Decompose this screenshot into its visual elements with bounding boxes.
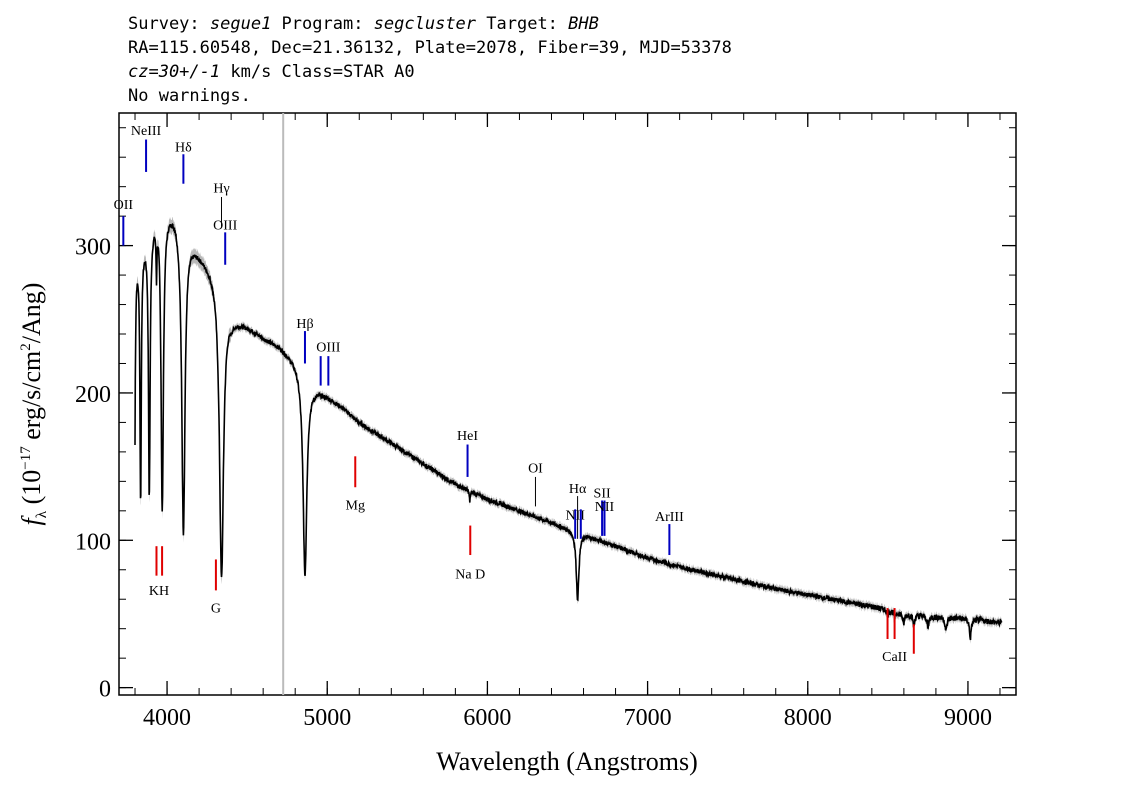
y-label-f: f — [17, 514, 46, 525]
flux-error-band — [135, 216, 1002, 644]
y-label-open: (10 — [17, 470, 46, 511]
y-label-lambda: λ — [34, 510, 50, 518]
flux-series — [134, 216, 1003, 644]
target-value: BHB — [568, 14, 599, 34]
target-label: Target: — [476, 14, 569, 34]
x-tick-label: 8000 — [784, 705, 832, 731]
emission-line-label: NeIII — [131, 124, 162, 139]
x-axis-label: Wavelength (Angstroms) — [436, 747, 697, 776]
emission-line-label: OIII — [213, 218, 237, 233]
emission-line-label: NII — [595, 500, 615, 515]
emission-line-label: ArIII — [655, 510, 684, 525]
header-line-coordinates: RA=115.60548, Dec=21.36132, Plate=2078, … — [128, 38, 732, 58]
program-value: segcluster — [373, 14, 477, 34]
y-tick-label: 100 — [75, 529, 111, 555]
x-tick-label: 9000 — [944, 705, 992, 731]
x-tick-label: 4000 — [143, 705, 191, 731]
x-tick-label: 6000 — [463, 705, 511, 731]
absorption-line-label: Mg — [346, 498, 365, 513]
y-tick-label: 0 — [99, 677, 111, 703]
emission-line-label: OII — [114, 198, 134, 213]
survey-label: Survey: — [128, 14, 210, 34]
absorption-line-label: CaII — [882, 650, 907, 665]
absorption-line-label: KH — [149, 584, 169, 599]
y-tick-label: 200 — [75, 382, 111, 408]
emission-line-label: OI — [528, 462, 543, 477]
emission-line-label: OIII — [316, 341, 340, 356]
absorption-line-label: Na D — [455, 568, 485, 583]
emission-line-label: Hδ — [175, 140, 192, 155]
emission-line-label: HeI — [457, 429, 478, 444]
x-tick-label: 7000 — [624, 705, 672, 731]
y-label-close: /Ang) — [17, 283, 46, 344]
emission-line-label: NII — [565, 509, 585, 524]
emission-line-label: Hα — [569, 482, 587, 497]
y-tick-label: 300 — [75, 235, 111, 261]
spectrum-header: Survey: segue1 Program: segcluster Targe… — [128, 12, 732, 108]
emission-line-label: SII — [594, 487, 611, 502]
plot-frame — [118, 112, 1017, 696]
emission-line-label: Hγ — [213, 182, 229, 197]
y-label-units: erg/s/cm — [17, 351, 46, 447]
axis-tick-labels: 4000 5000 6000 7000 8000 9000 0 100 200 300 — [75, 235, 992, 731]
emission-line-label: Hβ — [296, 317, 313, 332]
axis-ticks — [119, 113, 1016, 695]
class-text: km/s Class=STAR A0 — [220, 62, 415, 82]
absorption-line-label: G — [211, 601, 221, 616]
y-label-squared: 2 — [18, 343, 34, 351]
y-label-exponent: −17 — [18, 446, 34, 470]
header-line-warnings: No warnings. — [128, 86, 251, 106]
flux-line — [134, 223, 1003, 641]
x-tick-label: 5000 — [303, 705, 351, 731]
cz-value: cz=30+/-1 — [128, 62, 221, 82]
program-label: Program: — [271, 14, 374, 34]
header-line-survey: Survey: segue1 Program: segcluster Targe… — [128, 12, 732, 36]
survey-value: segue1 — [209, 14, 272, 34]
y-axis-label: fλ (10−17 erg/s/cm2/Ang) — [17, 283, 50, 526]
header-line-redshift: cz=30+/-1 km/s Class=STAR A0 — [128, 60, 732, 84]
